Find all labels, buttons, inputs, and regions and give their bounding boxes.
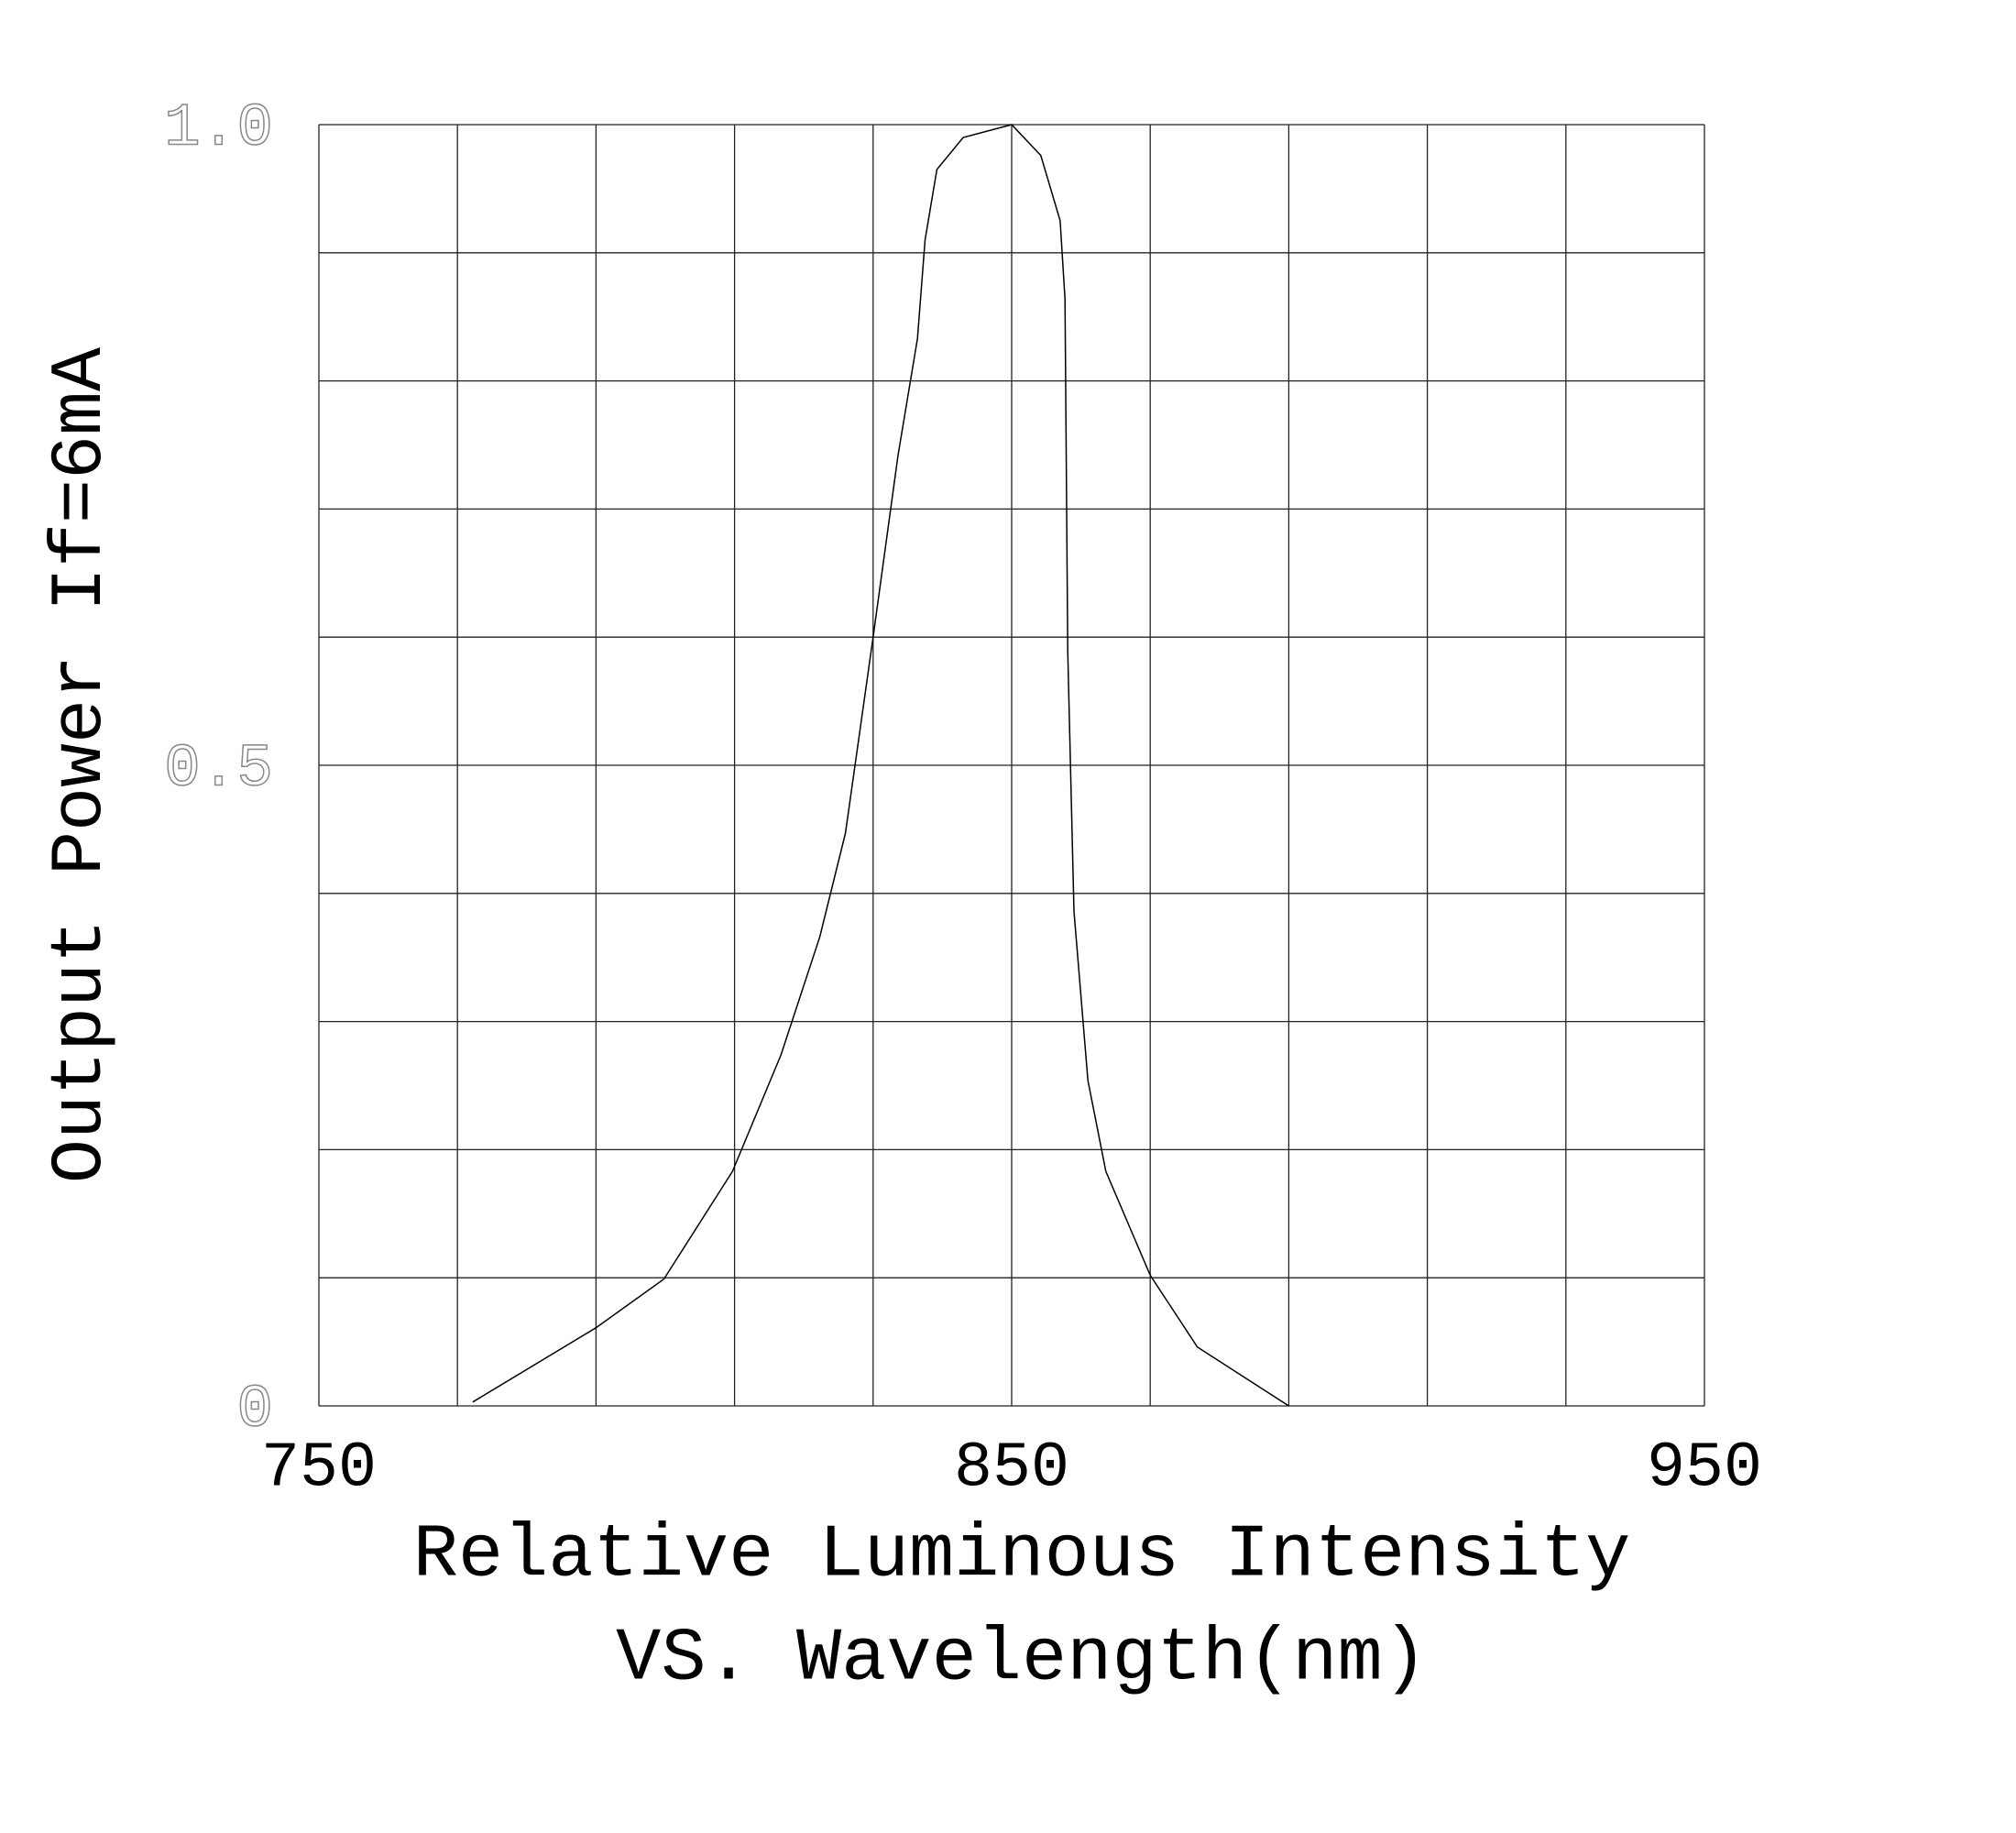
x-tick-label: 850 [954,1432,1069,1505]
y-tick-label: 0.5 [164,734,273,803]
x-tick-label: 950 [1647,1432,1762,1505]
y-axis-label: Output Power If=6mA [39,347,123,1183]
curve [472,124,1289,1407]
x-axis-label: Relative Luminous Intensity [413,1513,1631,1598]
y-tick-label: 0 [236,1375,273,1443]
y-tick-label: 1.0 [164,93,273,162]
x-tick-label: 750 [261,1432,377,1505]
x-axis-label: VS. Wavelength(nm) [616,1617,1428,1702]
